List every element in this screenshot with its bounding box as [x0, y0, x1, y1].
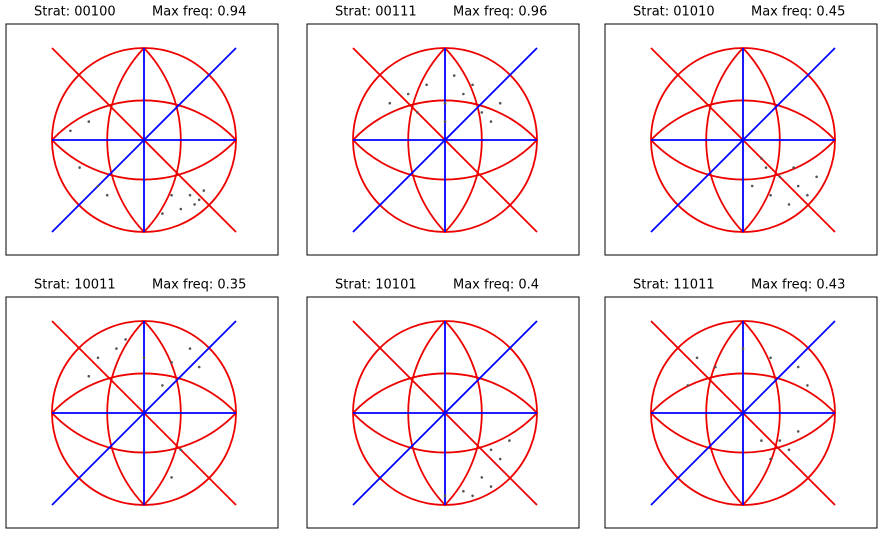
point	[170, 193, 173, 197]
panel-subtitle: Max freq: 0.35	[152, 278, 246, 293]
panel-frame	[5, 296, 279, 529]
point	[792, 166, 795, 169]
point	[764, 166, 768, 169]
point	[489, 448, 493, 452]
panel-frame	[604, 23, 878, 256]
blue-diagonal	[352, 47, 538, 233]
point	[760, 157, 763, 160]
point	[806, 193, 809, 197]
panel-frame	[306, 296, 580, 529]
panel-frame	[604, 296, 878, 529]
point	[96, 356, 100, 360]
point	[498, 457, 502, 461]
point	[202, 189, 206, 192]
point	[769, 457, 772, 461]
panel-title: Strat: 10011	[34, 278, 116, 293]
panel-subtitle: Max freq: 0.96	[453, 5, 547, 20]
point	[741, 347, 745, 350]
point	[750, 184, 754, 188]
blue-diagonal	[650, 320, 836, 506]
point	[480, 111, 484, 114]
point	[686, 384, 690, 387]
point	[471, 83, 474, 87]
point	[105, 193, 109, 197]
point	[760, 439, 763, 442]
point	[69, 129, 72, 133]
point	[714, 365, 717, 369]
blue-diagonal	[51, 320, 237, 506]
point	[806, 384, 809, 387]
point	[416, 111, 419, 114]
point	[462, 92, 465, 96]
point	[388, 101, 392, 105]
panel-title: Strat: 00100	[34, 5, 116, 20]
blue-diagonal	[51, 47, 237, 233]
point	[188, 347, 192, 350]
point	[815, 175, 818, 179]
point	[498, 101, 502, 105]
point	[769, 356, 772, 360]
point	[197, 365, 201, 369]
point	[452, 74, 456, 77]
point	[489, 485, 493, 488]
point	[161, 212, 164, 215]
panel-frame	[5, 23, 279, 256]
point	[462, 489, 465, 493]
point	[170, 476, 173, 479]
point	[489, 120, 493, 123]
point	[179, 448, 183, 452]
point	[443, 494, 447, 498]
point	[78, 166, 81, 169]
panel-subtitle: Max freq: 0.45	[751, 5, 845, 20]
point	[796, 430, 800, 433]
point	[115, 347, 118, 350]
blue-diagonal	[650, 47, 836, 233]
panel-title: Strat: 10101	[335, 278, 417, 293]
panel-subtitle: Max freq: 0.94	[152, 5, 246, 20]
point	[142, 356, 146, 360]
panel-title: Strat: 00111	[335, 5, 417, 20]
point	[480, 476, 484, 479]
point	[508, 439, 511, 442]
point	[161, 384, 164, 387]
panel-title: Strat: 01010	[633, 5, 715, 20]
point	[778, 439, 782, 442]
point	[787, 203, 791, 206]
point	[188, 193, 192, 197]
point	[796, 365, 800, 369]
point	[124, 338, 127, 341]
point	[443, 101, 447, 105]
panel-subtitle: Max freq: 0.4	[453, 278, 539, 293]
point	[471, 494, 474, 498]
point	[87, 120, 91, 123]
point	[197, 198, 201, 202]
point	[193, 203, 196, 206]
panel-title: Strat: 11011	[633, 278, 715, 293]
point	[87, 374, 91, 378]
point	[778, 175, 782, 179]
point	[796, 184, 800, 188]
point	[425, 83, 428, 87]
point	[443, 120, 447, 123]
blue-diagonal	[352, 320, 538, 506]
point	[96, 184, 100, 188]
point	[787, 448, 791, 452]
point	[769, 193, 772, 197]
point	[170, 361, 173, 364]
panel-subtitle: Max freq: 0.43	[751, 278, 845, 293]
point	[695, 356, 699, 360]
point	[406, 92, 410, 96]
panel-frame	[306, 23, 580, 256]
point	[179, 207, 183, 211]
